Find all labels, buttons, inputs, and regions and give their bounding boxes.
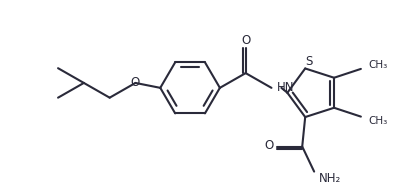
Text: O: O bbox=[130, 77, 140, 89]
Text: O: O bbox=[241, 34, 250, 47]
Text: CH₃: CH₃ bbox=[368, 60, 387, 70]
Text: NH₂: NH₂ bbox=[318, 172, 340, 185]
Text: HN: HN bbox=[276, 81, 294, 94]
Text: O: O bbox=[264, 139, 273, 152]
Text: CH₃: CH₃ bbox=[368, 116, 387, 126]
Text: S: S bbox=[305, 55, 312, 68]
